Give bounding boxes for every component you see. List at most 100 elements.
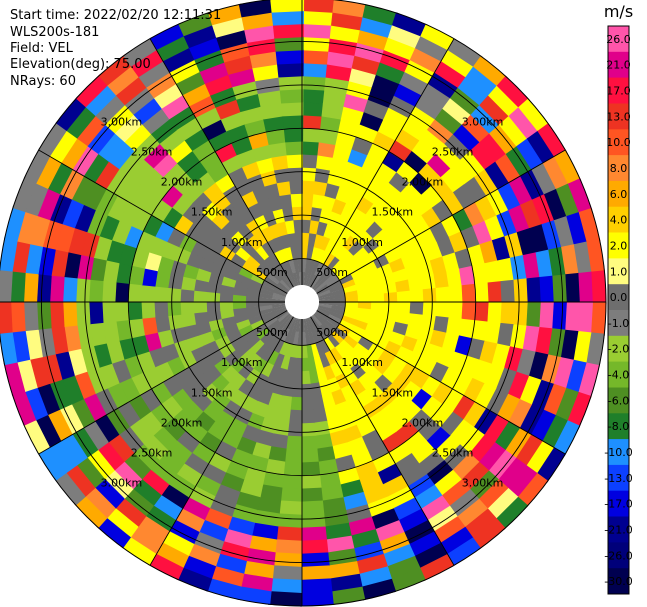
azimuth-spoke (38, 310, 288, 455)
velocity-cell (182, 82, 212, 107)
velocity-cell (131, 478, 162, 507)
velocity-cell (487, 302, 503, 325)
velocity-cell (268, 591, 302, 607)
velocity-cell (130, 48, 165, 78)
velocity-cell (230, 336, 246, 351)
colorbar-tick-label: 0.0 (610, 291, 628, 304)
velocity-cell (214, 142, 238, 163)
velocity-cell (302, 75, 328, 91)
velocity-cell (497, 322, 515, 348)
velocity-cell (286, 316, 296, 330)
velocity-cell (300, 448, 319, 464)
velocity-cell (283, 315, 294, 329)
velocity-cell (86, 448, 115, 480)
velocity-cell (316, 308, 330, 318)
velocity-cell (254, 343, 269, 359)
velocity-cell (327, 334, 340, 349)
velocity-cell (331, 442, 352, 460)
velocity-cell (459, 265, 476, 287)
velocity-cell (526, 130, 556, 165)
velocity-cell (206, 301, 221, 312)
velocity-cell (238, 266, 254, 280)
velocity-cell (552, 274, 568, 304)
velocity-cell (314, 328, 324, 342)
velocity-cell (221, 154, 243, 175)
velocity-cell (297, 258, 303, 273)
velocity-cell (477, 479, 509, 511)
velocity-cell (539, 302, 555, 331)
velocity-cell (23, 300, 39, 332)
velocity-cell (94, 160, 121, 190)
velocity-cell (220, 111, 246, 132)
velocity-cell (430, 404, 454, 429)
velocity-cell (67, 226, 88, 256)
velocity-cell (515, 434, 544, 468)
velocity-cell (497, 457, 528, 490)
velocity-cell (49, 300, 65, 329)
velocity-cell (182, 263, 200, 280)
velocity-cell (353, 246, 370, 262)
velocity-cell (281, 474, 302, 490)
velocity-cell (440, 168, 465, 194)
velocity-cell (294, 232, 303, 247)
velocity-cell (561, 244, 580, 277)
velocity-cell (277, 281, 290, 292)
velocity-cell (555, 183, 580, 218)
velocity-cell (16, 357, 38, 393)
colorbar-tick-label: 1.0 (610, 265, 628, 278)
colorbar-swatch (608, 413, 629, 440)
velocity-cell (361, 429, 383, 450)
velocity-cell (312, 193, 326, 209)
velocity-cell (526, 277, 542, 304)
velocity-cell (103, 469, 134, 500)
velocity-cell (317, 307, 332, 315)
velocity-cell (347, 348, 364, 364)
velocity-cell (328, 38, 359, 57)
velocity-cell (272, 552, 302, 568)
velocity-cell (435, 302, 451, 319)
velocity-cell (54, 350, 75, 380)
velocity-cell (474, 195, 498, 223)
velocity-cell (302, 0, 336, 13)
velocity-cell (116, 400, 141, 428)
velocity-cell (292, 331, 299, 346)
velocity-cell (285, 140, 304, 156)
velocity-cell (474, 383, 497, 410)
velocity-cell (319, 353, 331, 369)
velocity-cell (160, 483, 190, 510)
velocity-cell (206, 310, 222, 322)
velocity-cell (374, 520, 405, 543)
velocity-cell (361, 260, 378, 275)
velocity-cell (152, 494, 183, 521)
velocity-cell (63, 250, 82, 279)
colorbar-swatch (608, 568, 629, 595)
velocity-cell (175, 430, 200, 454)
velocity-cell (327, 561, 360, 580)
velocity-cell (249, 50, 279, 69)
velocity-cell (93, 413, 120, 443)
velocity-cell (429, 221, 450, 243)
velocity-cell (289, 344, 298, 359)
range-ring-label: 3.00km (462, 115, 504, 128)
velocity-cell (169, 326, 187, 344)
velocity-cell (50, 325, 69, 355)
velocity-cell (547, 328, 566, 359)
velocity-cell (210, 565, 245, 588)
velocity-cell (553, 357, 575, 390)
velocity-cell (101, 300, 117, 323)
velocity-cell (450, 87, 481, 116)
velocity-cell (269, 578, 302, 594)
velocity-cell (507, 465, 538, 499)
velocity-cell (488, 450, 517, 481)
velocity-cell (24, 327, 43, 360)
colorbar-tick-label: 4.0 (610, 214, 628, 227)
velocity-cell (323, 405, 340, 422)
velocity-cell (239, 573, 273, 592)
velocity-cell (245, 368, 261, 385)
velocity-cell (253, 230, 268, 246)
velocity-cell (381, 431, 405, 454)
velocity-cell (214, 553, 247, 575)
velocity-cell (252, 63, 280, 82)
velocity-cell (454, 248, 473, 270)
velocity-cell (540, 354, 562, 386)
